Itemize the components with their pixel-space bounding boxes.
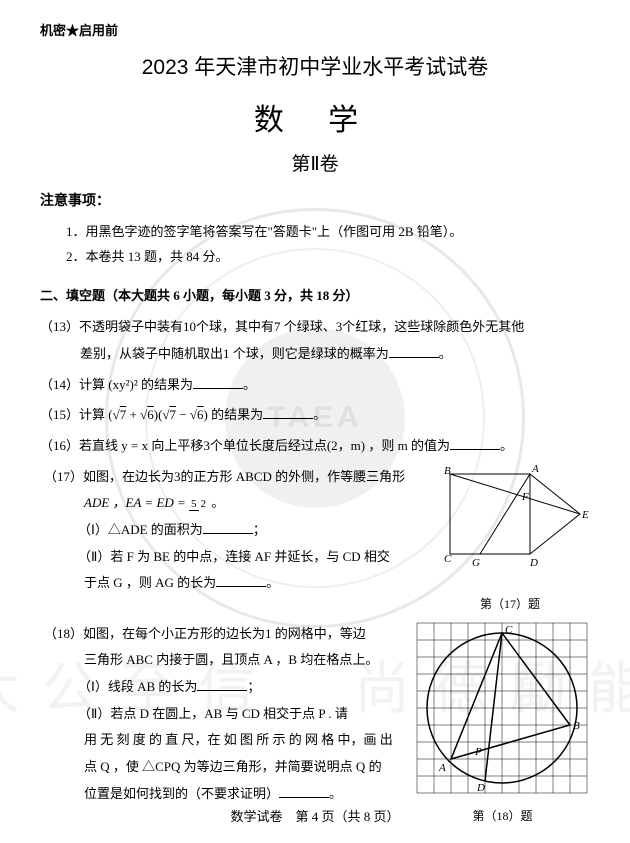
svg-text:C: C <box>505 624 513 636</box>
part-2-header: 二、填空题（本大题共 6 小题，每小题 3 分，共 18 分） <box>40 285 590 304</box>
q16-num: （16） <box>40 438 79 453</box>
figure-18-caption: 第（18）题 <box>415 804 590 829</box>
q14-blank <box>193 376 243 389</box>
q15-num: （15） <box>40 407 79 422</box>
svg-text:C: C <box>444 553 452 565</box>
q14-num: （14） <box>40 377 79 392</box>
q18-sub2a: （Ⅱ）若点 D 在圆上，AB 与 CD 相交于点 P . 请 <box>44 706 348 721</box>
q13-text-a: 不透明袋子中装有10个球，其中有7 个绿球、3个红球，这些球除颜色外无其他 <box>79 319 524 334</box>
q17-text-b: ADE ，EA = ED = <box>84 495 189 510</box>
q13-suffix: 。 <box>439 346 452 361</box>
svg-text:B: B <box>573 720 580 732</box>
q18-sub2c: 点 Q ，使 △CPQ 为等边三角形，并简要说明点 Q 的 <box>44 759 382 774</box>
q18-text-b: 三角形 ABC 内接于圆，且顶点 A ，B 均在格点上。 <box>44 652 378 667</box>
q16-blank <box>450 437 500 450</box>
q16-suffix: 。 <box>500 438 513 453</box>
subject-title: 数 学 <box>40 95 590 139</box>
q18-sub2-suffix: 。 <box>329 786 342 801</box>
question-18: A B C D P 第（18）题 （18）如图，在每个小正方形的边长为1 的网格… <box>40 621 590 829</box>
q14-text: 计算 (xy²)² 的结果为 <box>79 377 193 392</box>
figure-17-svg: B A C D E F G <box>430 464 590 584</box>
q15-blank <box>263 406 313 419</box>
q18-sub2b: 用 无 刻 度 的 直 尺，在 如 图 所 示 的 网 格 中，画 出 <box>44 732 393 747</box>
q13-blank <box>389 345 439 358</box>
confidential-mark: 机密★启用前 <box>40 20 590 39</box>
page-content: 机密★启用前 2023 年天津市初中学业水平考试试卷 数 学 第Ⅱ卷 注意事项：… <box>0 0 630 843</box>
question-16: （16）若直线 y = x 向上平移3个单位长度后经过点(2，m) ，则 m 的… <box>40 433 590 460</box>
svg-text:G: G <box>472 557 480 569</box>
figure-17-caption: 第（17）题 <box>430 592 590 617</box>
q15-text-b: ) 的结果为 <box>204 407 264 422</box>
q15-plus: + <box>126 407 140 422</box>
svg-text:D: D <box>476 782 485 794</box>
exam-title: 2023 年天津市初中学业水平考试试卷 <box>40 51 590 81</box>
notice-item-2: 2．本卷共 13 题，共 84 分。 <box>40 245 590 270</box>
q17-sub2-blank <box>216 574 266 587</box>
q15-minus: − <box>176 407 190 422</box>
q17-sub1-blank <box>203 521 253 534</box>
question-17: B A C D E F G 第（17）题 （17）如图，在边长为3的正方形 AB… <box>40 464 590 617</box>
q14-suffix: 。 <box>243 377 256 392</box>
question-13: （13）不透明袋子中装有10个球，其中有7 个绿球、3个红球，这些球除颜色外无其… <box>40 314 590 367</box>
q17-sub1: （Ⅰ）△ADE 的面积为 <box>44 522 203 537</box>
q13-num: （13） <box>40 319 79 334</box>
svg-text:E: E <box>581 509 589 521</box>
q17-frac: 52 <box>189 499 208 510</box>
q17-sub2a: （Ⅱ）若 F 为 BE 的中点，连接 AF 并延长，与 CD 相交 <box>44 549 390 564</box>
notice-header: 注意事项： <box>40 190 590 210</box>
question-14: （14）计算 (xy²)² 的结果为 。 <box>40 372 590 399</box>
figure-17: B A C D E F G 第（17）题 <box>430 464 590 617</box>
svg-text:A: A <box>438 762 446 774</box>
svg-text:A: A <box>531 464 539 475</box>
svg-text:B: B <box>444 465 451 477</box>
q17-sub1-suffix: ； <box>253 522 266 537</box>
q18-sub1: （Ⅰ）线段 AB 的长为 <box>44 679 197 694</box>
notice-item-1: 1．用黑色字迹的签字笔将答案写在"答题卡"上（作图可用 2B 铅笔）。 <box>40 220 590 245</box>
q15-text-a: 计算 ( <box>79 407 113 422</box>
q18-sub1-blank <box>197 678 247 691</box>
svg-text:F: F <box>521 491 529 503</box>
q18-sub2d: 位置是如何找到的（不要求证明） <box>44 786 279 801</box>
q18-sub1-suffix: ； <box>247 679 260 694</box>
svg-text:D: D <box>529 557 538 569</box>
q17-sub2-suffix: 。 <box>266 575 279 590</box>
q13-text-b: 差别，从袋子中随机取出1 个球，则它是绿球的概率为 <box>40 346 389 361</box>
question-15: （15）计算 (√7 + √6)(√7 − √6) 的结果为。 <box>40 402 590 429</box>
q18-num: （18） <box>44 626 83 641</box>
q17-period: 。 <box>208 495 224 510</box>
q16-text: 若直线 y = x 向上平移3个单位长度后经过点(2，m) ，则 m 的值为 <box>79 438 450 453</box>
q15-mid: )( <box>154 407 163 422</box>
q15-suffix: 。 <box>313 407 326 422</box>
q17-sub2b: 于点 G ，则 AG 的长为 <box>44 575 216 590</box>
q18-text-a: 如图，在每个小正方形的边长为1 的网格中，等边 <box>83 626 366 641</box>
svg-text:P: P <box>474 746 482 758</box>
q17-num: （17） <box>44 469 83 484</box>
figure-18-svg: A B C D P <box>415 621 590 796</box>
q18-sub2-blank <box>279 785 329 798</box>
q17-text-a: 如图，在边长为3的正方形 ABCD 的外侧，作等腰三角形 <box>83 469 405 484</box>
figure-18: A B C D P 第（18）题 <box>415 621 590 829</box>
section-title: 第Ⅱ卷 <box>40 149 590 176</box>
